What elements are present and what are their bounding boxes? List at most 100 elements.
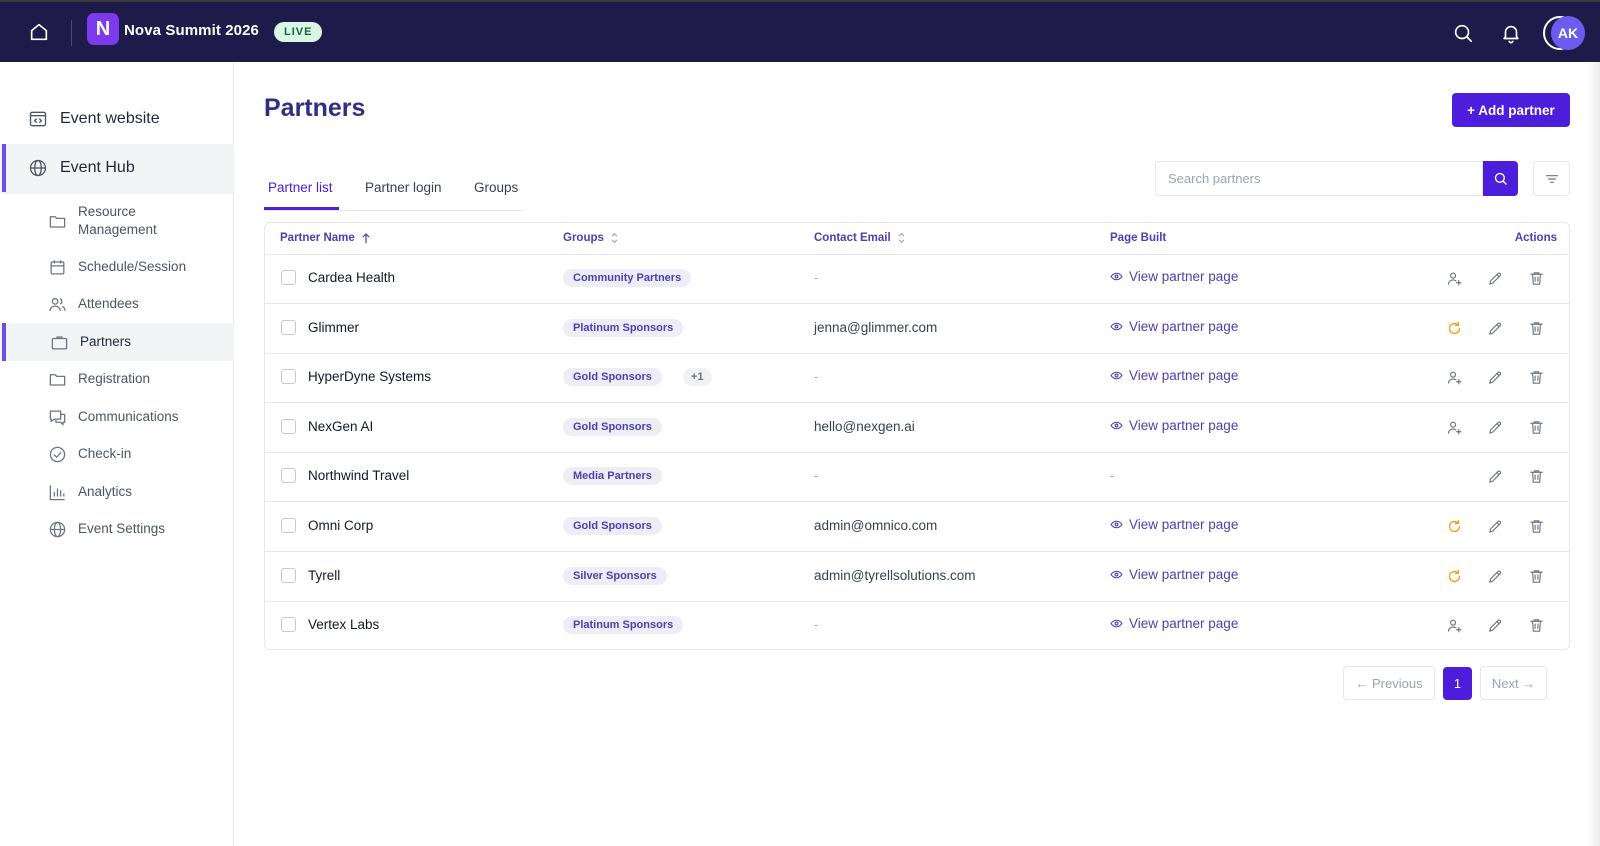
invite-user-icon[interactable] — [1446, 369, 1463, 386]
partner-name[interactable]: Tyrell — [308, 567, 341, 583]
eye-icon — [1110, 320, 1123, 333]
sidebar-item-check-in[interactable]: Check-in — [0, 435, 234, 473]
folder-icon — [48, 370, 67, 389]
avatar[interactable]: AK — [1551, 16, 1585, 50]
row-checkbox[interactable] — [281, 270, 296, 285]
view-partner-page-link[interactable]: View partner page — [1110, 418, 1238, 433]
event-logo[interactable]: N — [87, 13, 119, 45]
partner-name[interactable]: HyperDyne Systems — [308, 369, 432, 385]
edit-icon[interactable] — [1487, 320, 1504, 337]
sidebar-item-event-website[interactable]: Event website — [0, 95, 234, 143]
delete-icon[interactable] — [1528, 369, 1545, 386]
sort-ascending-icon — [362, 232, 370, 243]
row-checkbox[interactable] — [281, 567, 296, 583]
partner-name[interactable]: Northwind Travel — [308, 468, 410, 484]
add-partner-button[interactable]: + Add partner — [1452, 93, 1570, 127]
tab-partner-list[interactable]: Partner list — [268, 180, 333, 195]
table-row[interactable]: Tyrell Silver Sponsors admin@tyrellsolutio… — [265, 552, 1569, 602]
delete-icon[interactable] — [1528, 617, 1545, 634]
view-partner-page-link[interactable]: View partner page — [1110, 319, 1238, 334]
invite-user-icon[interactable] — [1446, 419, 1463, 436]
sidebar-item-communications[interactable]: Communications — [0, 398, 234, 436]
more-groups-badge[interactable]: +1 — [683, 368, 712, 387]
delete-icon[interactable] — [1528, 568, 1545, 585]
home-icon[interactable] — [28, 21, 50, 43]
column-header-contact-email[interactable]: Contact Email — [814, 232, 906, 244]
table-row[interactable]: Glimmer Platinum Sponsors jenna@glimmer.co… — [265, 304, 1569, 354]
sidebar-item-label: Event Settings — [78, 521, 166, 536]
table-row[interactable]: NexGen AI Gold Sponsors hello@nexgen.ai Vie… — [265, 403, 1569, 453]
sidebar-item-schedule-session[interactable]: Schedule/Session — [0, 248, 234, 286]
group-pill: Gold Sponsors — [563, 517, 662, 535]
contact-email: admin@omnico.com — [814, 518, 938, 533]
sidebar-item-attendees[interactable]: Attendees — [0, 285, 234, 323]
folder-icon — [48, 212, 67, 231]
sidebar-item-event-settings[interactable]: Event Settings — [0, 510, 234, 548]
column-header-partner-name[interactable]: Partner Name — [280, 232, 371, 244]
view-partner-page-link[interactable]: View partner page — [1110, 567, 1238, 582]
partner-name[interactable]: NexGen AI — [308, 418, 374, 434]
column-header-groups[interactable]: Groups — [563, 232, 619, 244]
group-pill: Platinum Sponsors — [563, 616, 684, 635]
partner-name[interactable]: Glimmer — [308, 319, 359, 335]
table-row[interactable]: Omni Corp Gold Sponsors admin@omnico.com Vi… — [265, 502, 1569, 552]
group-pill: Gold Sponsors — [563, 368, 662, 387]
row-checkbox[interactable] — [281, 369, 296, 385]
row-checkbox[interactable] — [281, 617, 296, 633]
sidebar-item-resource-management[interactable]: Resource Management — [0, 198, 234, 244]
invite-user-icon[interactable] — [1446, 617, 1463, 634]
view-partner-page-link[interactable]: View partner page — [1110, 517, 1238, 532]
globe-icon — [48, 520, 67, 539]
edit-icon[interactable] — [1487, 568, 1504, 585]
refresh-icon[interactable] — [1446, 568, 1463, 585]
search-button[interactable] — [1483, 161, 1518, 196]
row-checkbox[interactable] — [281, 518, 296, 533]
edit-icon[interactable] — [1487, 270, 1504, 287]
page-number-current[interactable]: 1 — [1443, 667, 1472, 700]
sort-icon — [898, 232, 905, 244]
table-row[interactable]: Northwind Travel Media Partners - - — [265, 452, 1569, 503]
user-menu[interactable]: AK — [1543, 14, 1585, 52]
table-row[interactable]: Vertex Labs Platinum Sponsors - View partne… — [265, 601, 1569, 649]
edit-icon[interactable] — [1487, 419, 1504, 436]
view-partner-page-link[interactable]: View partner page — [1110, 368, 1238, 383]
delete-icon[interactable] — [1528, 270, 1545, 287]
partner-name[interactable]: Omni Corp — [308, 518, 374, 533]
partner-name[interactable]: Cardea Health — [308, 270, 396, 285]
row-checkbox[interactable] — [281, 319, 296, 335]
view-partner-page-link[interactable]: View partner page — [1110, 269, 1238, 284]
delete-icon[interactable] — [1528, 320, 1545, 337]
view-partner-page-link[interactable]: View partner page — [1110, 616, 1238, 631]
previous-page-button[interactable]: ← Previous — [1343, 666, 1435, 700]
tab-groups[interactable]: Groups — [474, 180, 519, 195]
search-icon[interactable] — [1452, 22, 1474, 44]
filter-button[interactable] — [1533, 161, 1570, 196]
sidebar-item-event-hub[interactable]: Event Hub — [0, 144, 234, 192]
group-pill: Gold Sponsors — [563, 417, 662, 436]
tab-partner-login[interactable]: Partner login — [365, 180, 442, 195]
briefcase-icon — [50, 333, 69, 352]
invite-user-icon[interactable] — [1446, 270, 1463, 287]
delete-icon[interactable] — [1528, 419, 1545, 436]
sidebar-item-partners[interactable]: Partners — [0, 323, 234, 361]
table-row[interactable]: Cardea Health Community Partners - View par… — [265, 254, 1569, 304]
refresh-icon[interactable] — [1446, 320, 1463, 337]
sidebar-item-analytics[interactable]: Analytics — [0, 473, 234, 511]
next-page-button[interactable]: Next → — [1480, 666, 1547, 700]
edit-icon[interactable] — [1487, 518, 1504, 535]
row-checkbox[interactable] — [281, 468, 296, 484]
event-name[interactable]: Nova Summit 2026 — [124, 22, 259, 39]
row-checkbox[interactable] — [281, 418, 296, 434]
edit-icon[interactable] — [1487, 617, 1504, 634]
edit-icon[interactable] — [1487, 369, 1504, 386]
table-row[interactable]: HyperDyne Systems Gold Sponsors +1 - View pa… — [265, 353, 1569, 404]
eye-icon — [1110, 568, 1123, 581]
partner-name[interactable]: Vertex Labs — [308, 617, 380, 633]
search-input[interactable] — [1156, 162, 1480, 195]
delete-icon[interactable] — [1528, 518, 1545, 535]
edit-icon[interactable] — [1487, 468, 1504, 485]
refresh-icon[interactable] — [1446, 518, 1463, 535]
sidebar-item-registration[interactable]: Registration — [0, 360, 234, 398]
delete-icon[interactable] — [1528, 468, 1545, 485]
bell-icon[interactable] — [1500, 22, 1522, 44]
